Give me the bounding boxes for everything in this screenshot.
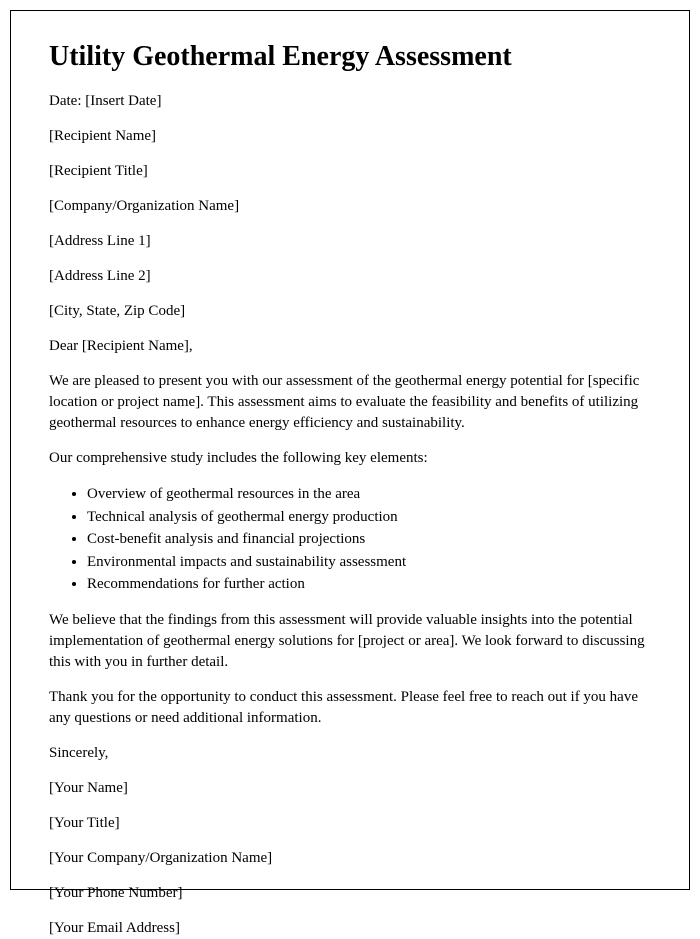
your-email: [Your Email Address] — [49, 918, 651, 939]
body-paragraph-3: Thank you for the opportunity to conduct… — [49, 687, 651, 729]
key-elements-list: Overview of geothermal resources in the … — [87, 483, 651, 596]
intro-paragraph: We are pleased to present you with our a… — [49, 371, 651, 434]
recipient-name: [Recipient Name] — [49, 126, 651, 147]
page-title: Utility Geothermal Energy Assessment — [49, 41, 651, 73]
list-item: Technical analysis of geothermal energy … — [87, 506, 651, 529]
signoff: Sincerely, — [49, 743, 651, 764]
city-state-zip: [City, State, Zip Code] — [49, 301, 651, 322]
date-line: Date: [Insert Date] — [49, 91, 651, 112]
your-name: [Your Name] — [49, 778, 651, 799]
your-phone: [Your Phone Number] — [49, 883, 651, 904]
body-paragraph-2: We believe that the findings from this a… — [49, 610, 651, 673]
your-title: [Your Title] — [49, 813, 651, 834]
company-name: [Company/Organization Name] — [49, 196, 651, 217]
list-item: Cost-benefit analysis and financial proj… — [87, 528, 651, 551]
your-company: [Your Company/Organization Name] — [49, 848, 651, 869]
list-item: Environmental impacts and sustainability… — [87, 551, 651, 574]
list-item: Recommendations for further action — [87, 573, 651, 596]
document-page: Utility Geothermal Energy Assessment Dat… — [10, 10, 690, 890]
address-line-2: [Address Line 2] — [49, 266, 651, 287]
list-intro: Our comprehensive study includes the fol… — [49, 448, 651, 469]
list-item: Overview of geothermal resources in the … — [87, 483, 651, 506]
salutation: Dear [Recipient Name], — [49, 336, 651, 357]
address-line-1: [Address Line 1] — [49, 231, 651, 252]
recipient-title: [Recipient Title] — [49, 161, 651, 182]
